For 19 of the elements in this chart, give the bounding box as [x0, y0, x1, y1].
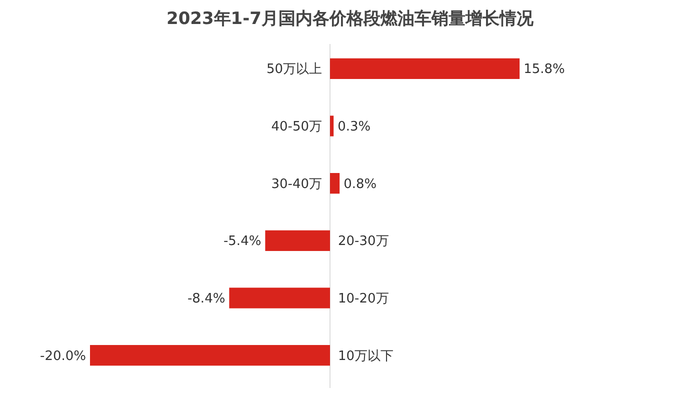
y-tick-label: 20-30万 — [338, 234, 389, 250]
data-label: 0.3% — [338, 120, 371, 135]
bar — [265, 230, 330, 251]
y-tick-label: 30-40万 — [271, 176, 322, 192]
y-tick-label: 40-50万 — [271, 120, 322, 135]
y-tick-label: 50万以上 — [266, 62, 322, 78]
y-tick-label: 10-20万 — [338, 292, 389, 307]
data-label: -5.4% — [223, 234, 262, 250]
data-label: -8.4% — [187, 292, 226, 307]
chart-title: 2023年1-7月国内各价格段燃油车销量增长情况 — [166, 9, 535, 29]
bar — [90, 345, 330, 366]
bar — [330, 116, 334, 136]
bar — [330, 58, 520, 79]
data-label: -20.0% — [40, 348, 86, 364]
y-tick-label: 10万以下 — [338, 348, 394, 364]
data-label: 0.8% — [344, 176, 377, 192]
data-label: 15.8% — [524, 62, 565, 78]
bar — [330, 173, 340, 194]
bar — [229, 288, 330, 308]
